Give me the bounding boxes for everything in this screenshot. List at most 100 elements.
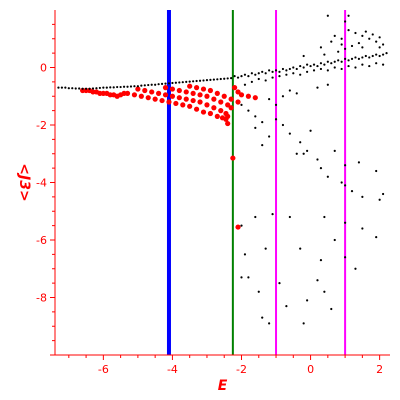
data-point xyxy=(135,86,141,92)
y-tick-label: 0 xyxy=(40,62,47,75)
data-point xyxy=(243,253,247,256)
data-point xyxy=(354,56,357,59)
data-point xyxy=(357,41,361,45)
data-point xyxy=(333,66,336,69)
data-point xyxy=(214,90,220,96)
data-point xyxy=(230,155,236,161)
data-point xyxy=(368,37,371,40)
data-point xyxy=(340,37,343,40)
data-point xyxy=(295,92,298,95)
data-point xyxy=(264,72,267,75)
data-point xyxy=(333,238,336,242)
data-point xyxy=(261,316,264,319)
data-point xyxy=(228,105,234,111)
data-point xyxy=(129,85,133,88)
data-point xyxy=(323,63,326,66)
data-point xyxy=(150,83,153,86)
data-point xyxy=(330,62,333,65)
data-point xyxy=(140,84,143,87)
data-point xyxy=(205,79,209,82)
data-point xyxy=(188,80,191,83)
data-point xyxy=(116,85,119,89)
data-point xyxy=(333,60,336,63)
data-point xyxy=(285,73,288,76)
data-point xyxy=(138,93,144,99)
data-point xyxy=(354,267,357,270)
data-point xyxy=(361,34,364,37)
data-point xyxy=(309,129,312,132)
data-point xyxy=(162,92,169,98)
data-point xyxy=(354,31,357,35)
data-point xyxy=(278,282,281,285)
data-point xyxy=(330,307,333,311)
data-point xyxy=(250,80,253,83)
data-point xyxy=(64,86,67,89)
data-point xyxy=(245,93,252,99)
data-point xyxy=(347,29,350,32)
data-point xyxy=(337,59,340,62)
data-point xyxy=(207,87,214,94)
data-point xyxy=(219,77,222,81)
data-point xyxy=(281,95,285,98)
data-point xyxy=(190,97,196,104)
data-point xyxy=(340,67,343,71)
data-point xyxy=(235,89,241,95)
data-point xyxy=(361,63,364,66)
data-point xyxy=(264,79,267,82)
data-point xyxy=(264,247,267,250)
data-point xyxy=(226,77,229,80)
data-point xyxy=(306,299,309,302)
data-point xyxy=(316,86,319,89)
data-point xyxy=(147,83,150,87)
data-point xyxy=(288,89,291,92)
data-point xyxy=(136,85,139,88)
data-point xyxy=(238,92,245,98)
data-point xyxy=(375,169,378,173)
data-point xyxy=(368,64,371,68)
data-point xyxy=(326,69,329,72)
data-point xyxy=(309,64,312,68)
data-point xyxy=(112,86,115,89)
data-point xyxy=(192,80,195,83)
data-point xyxy=(57,86,60,89)
data-point xyxy=(326,83,329,86)
data-point xyxy=(159,97,165,104)
data-point xyxy=(190,90,196,96)
data-point xyxy=(316,64,319,68)
data-point xyxy=(323,290,326,293)
data-point xyxy=(319,167,323,170)
data-point xyxy=(209,78,212,81)
data-point xyxy=(193,106,200,112)
data-point xyxy=(261,144,264,147)
data-point xyxy=(288,67,291,71)
data-point xyxy=(109,86,112,89)
y-tick-label: -2 xyxy=(36,119,47,132)
data-point xyxy=(176,95,182,101)
data-point xyxy=(254,115,257,118)
data-point xyxy=(371,33,374,36)
data-point xyxy=(207,110,214,117)
data-point xyxy=(78,87,81,90)
data-point xyxy=(60,86,64,89)
data-point xyxy=(202,79,205,82)
data-point xyxy=(200,109,207,115)
vertical-lines-group xyxy=(166,10,347,355)
data-point xyxy=(169,93,176,99)
data-point xyxy=(347,14,350,17)
data-point xyxy=(98,86,101,90)
data-point xyxy=(302,66,305,69)
data-point xyxy=(223,77,226,80)
data-point xyxy=(361,56,364,59)
data-point xyxy=(133,85,136,88)
data-point xyxy=(214,113,220,119)
data-point xyxy=(340,43,343,46)
data-point xyxy=(119,85,122,89)
data-point xyxy=(198,79,202,82)
data-point xyxy=(340,60,343,63)
x-axis-label: E xyxy=(218,378,228,394)
data-point xyxy=(288,132,291,135)
data-point xyxy=(306,149,309,152)
data-point xyxy=(240,103,243,106)
data-point xyxy=(323,53,326,56)
data-point xyxy=(319,62,323,65)
